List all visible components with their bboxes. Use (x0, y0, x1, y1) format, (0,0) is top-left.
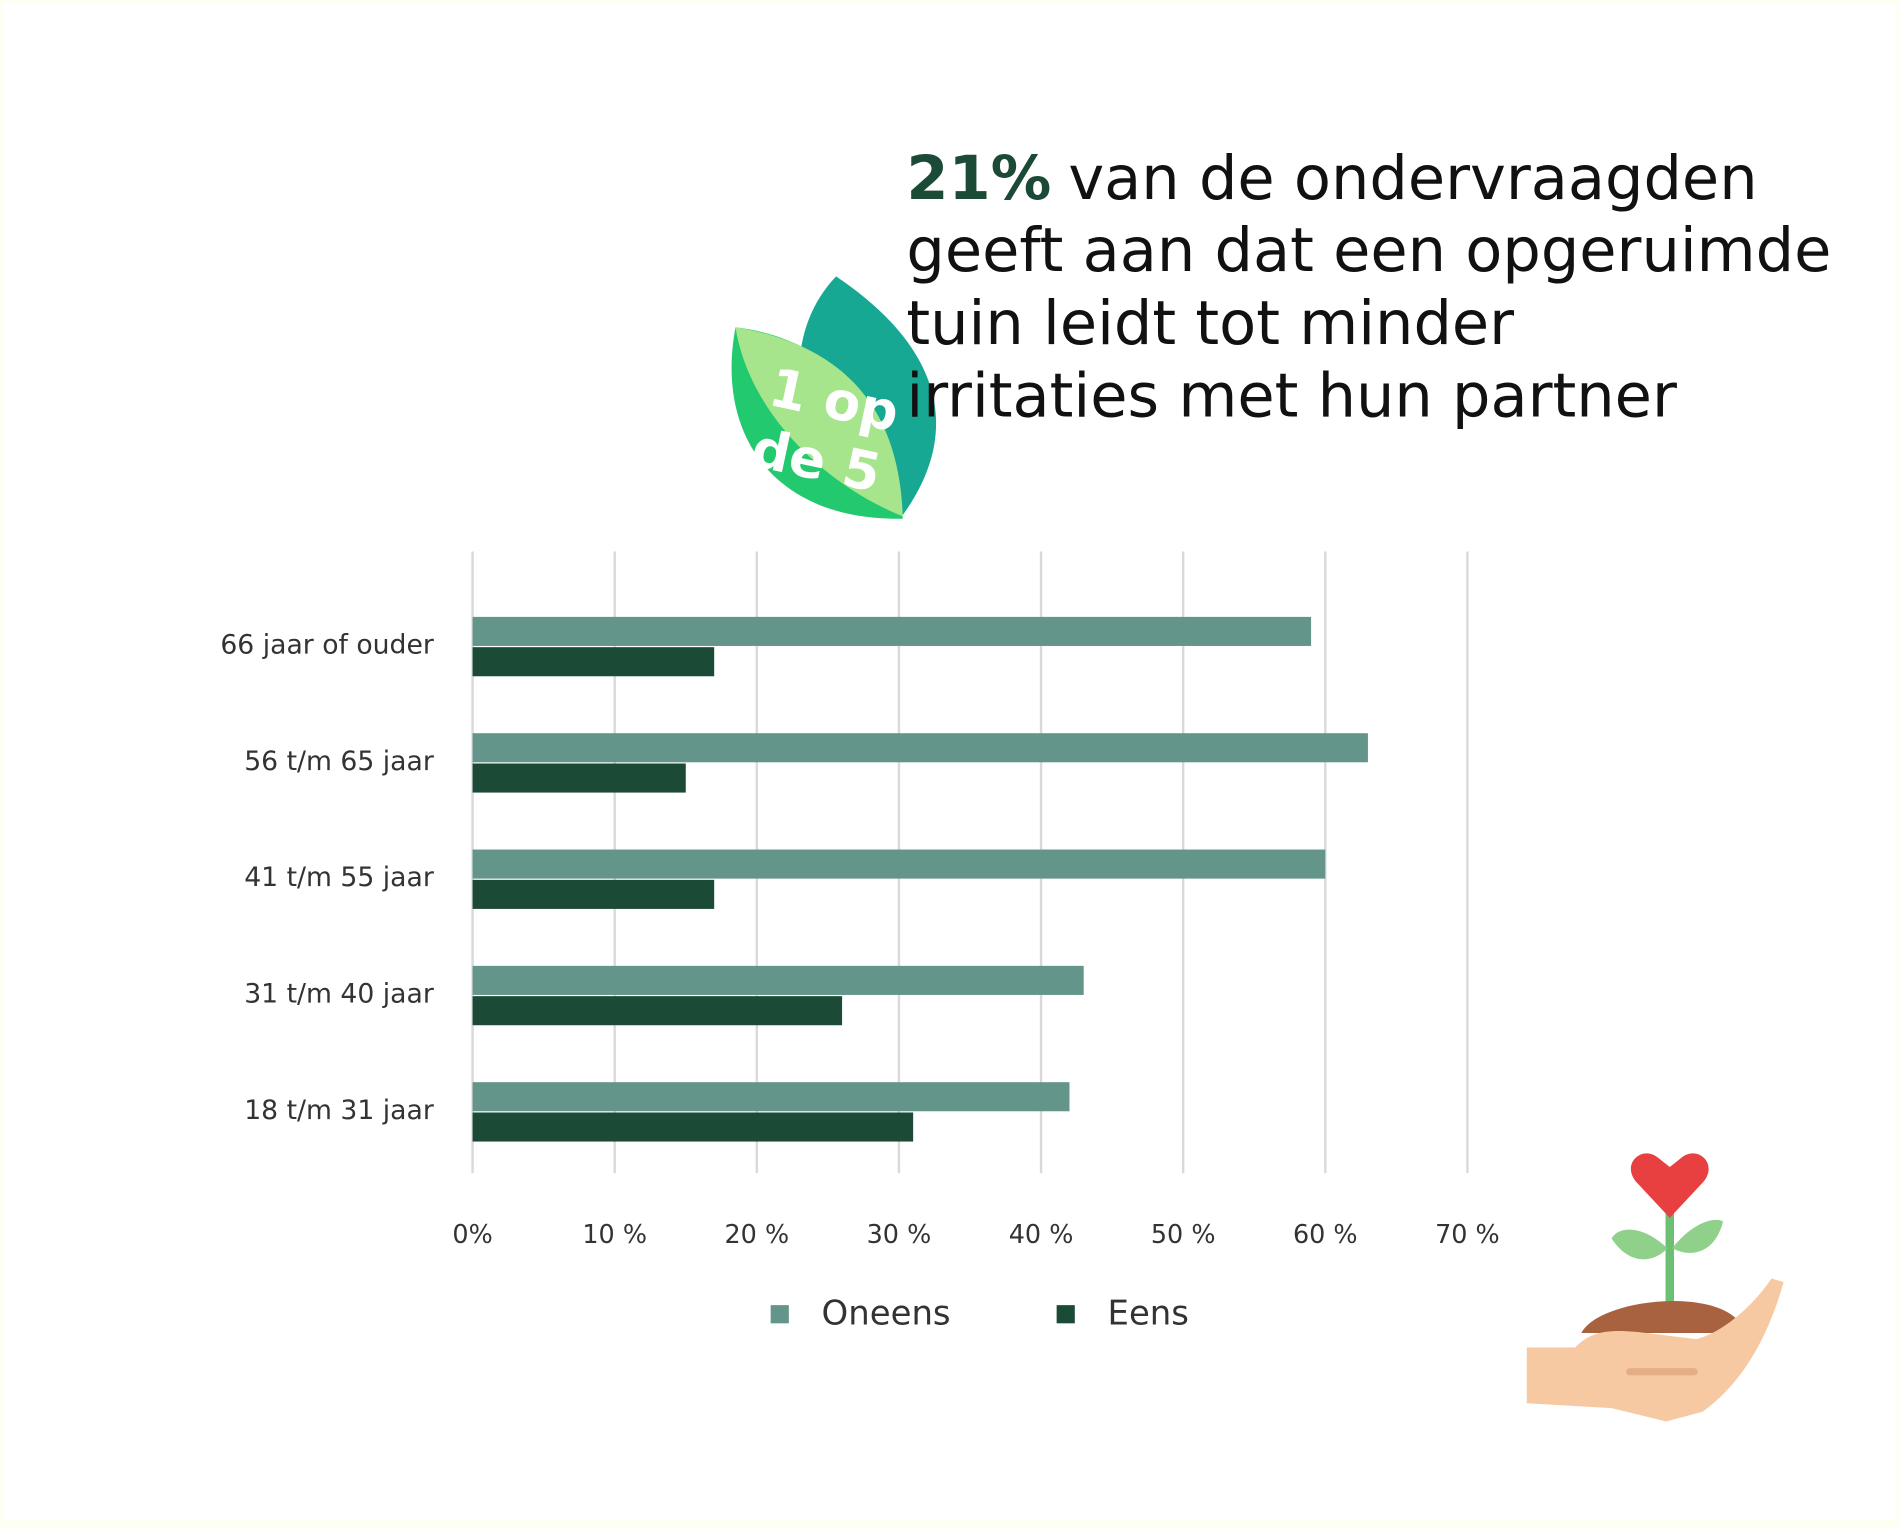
x-tick-label: 30 % (867, 1219, 932, 1249)
bar (472, 849, 1326, 879)
x-tick-label: 10 % (582, 1219, 647, 1249)
headline: 21% van de ondervraagden (906, 143, 1757, 213)
bar (472, 1112, 914, 1142)
x-tick-label: 40 % (1009, 1219, 1074, 1249)
y-tick-label: 41 t/m 55 jaar (244, 862, 434, 893)
bar (472, 879, 715, 909)
y-tick-label: 18 t/m 31 jaar (244, 1095, 434, 1126)
bar (472, 1082, 1070, 1112)
x-tick-label: 60 % (1293, 1219, 1358, 1249)
headline-line: geeft aan dat een opgeruimde (906, 216, 1831, 286)
badge: 1 op de 5 (731, 276, 937, 519)
bar (472, 965, 1084, 995)
legend-label: Oneens (822, 1293, 951, 1332)
hand-plant-icon (1526, 1153, 1784, 1422)
y-tick-label: 31 t/m 40 jaar (244, 978, 434, 1009)
x-tick-label: 20 % (725, 1219, 790, 1249)
x-tick-label: 0% (452, 1219, 492, 1249)
headline-line: tuin leidt tot minder (906, 289, 1514, 359)
bar (472, 996, 843, 1026)
headline-highlight: 21% (906, 143, 1051, 213)
x-tick-label: 70 % (1435, 1219, 1500, 1249)
legend-swatch (770, 1305, 789, 1324)
y-tick-label: 56 t/m 65 jaar (244, 746, 434, 777)
bar (472, 763, 686, 793)
leaf (735, 327, 903, 517)
headline-line: irritaties met hun partner (906, 362, 1677, 432)
x-tick-label: 50 % (1151, 1219, 1216, 1249)
y-tick-label: 66 jaar of ouder (220, 629, 433, 660)
legend-swatch (1056, 1305, 1075, 1324)
bar (472, 733, 1368, 763)
headline-line: van de ondervraagden (1068, 143, 1757, 213)
bar (472, 647, 715, 677)
legend-label: Eens (1108, 1293, 1189, 1332)
plot: 0% 10 % 20 % 30 % 40 % 50 % 60 % 70 % 66 jaar of… (220, 551, 1500, 1332)
bar (472, 616, 1312, 646)
